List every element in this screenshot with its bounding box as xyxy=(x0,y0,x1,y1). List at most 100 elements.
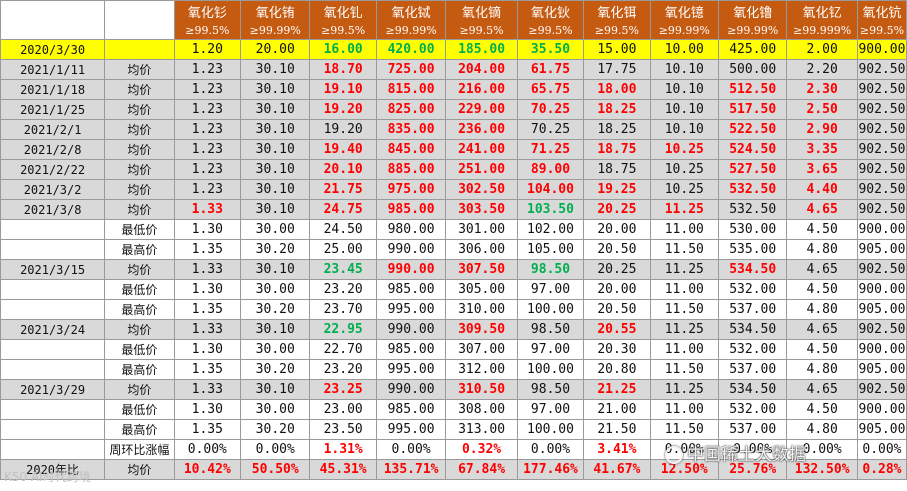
header-blank-cell xyxy=(0,21,106,40)
price-cell: 11.25 xyxy=(649,199,720,220)
table-row: 最低价 1.30 30.00 23.00 985.00 308.00 97.00 21.00 1… xyxy=(0,399,907,420)
price-cell: 2.90 xyxy=(786,119,858,140)
row-date xyxy=(0,299,106,320)
price-cell: 4.80 xyxy=(786,359,858,380)
price-cell: 902.50 xyxy=(856,319,907,340)
price-cell: 4.65 xyxy=(786,259,858,280)
price-cell: 905.00 xyxy=(856,239,907,260)
price-cell: 902.50 xyxy=(856,59,907,80)
price-cell: 3.65 xyxy=(786,159,858,180)
price-cell: 532.00 xyxy=(717,279,788,300)
row-date xyxy=(0,239,106,260)
price-cell: 24.50 xyxy=(309,219,377,240)
price-cell: 18.25 xyxy=(583,119,651,140)
price-cell: 902.50 xyxy=(856,79,907,100)
price-cell: 104.00 xyxy=(516,179,585,200)
row-label: 最高价 xyxy=(104,299,175,320)
price-cell: 23.20 xyxy=(309,279,377,300)
row-date: 2021/1/11 xyxy=(0,59,106,80)
price-cell: 902.50 xyxy=(856,259,907,280)
header-product-name: 氧化钐 xyxy=(173,0,242,21)
price-cell: 4.80 xyxy=(786,419,858,440)
header-purity: ≥99.99% xyxy=(717,21,788,40)
price-cell: 985.00 xyxy=(375,339,447,360)
price-cell: 20.50 xyxy=(583,299,651,320)
price-cell: 204.00 xyxy=(445,59,518,80)
price-cell: 236.00 xyxy=(445,119,518,140)
price-cell: 1.20 xyxy=(173,39,242,60)
header-product-name: 氧化镱 xyxy=(649,0,720,21)
table-row: 2021/2/8 均价 1.23 30.10 19.40 845.00 241.00 71.2… xyxy=(0,139,907,160)
table-row: 2021/2/22 均价 1.23 30.10 20.10 885.00 251.00 89.… xyxy=(0,159,907,180)
price-cell: 1.30 xyxy=(173,399,242,420)
price-cell: 23.00 xyxy=(309,399,377,420)
price-cell: 535.00 xyxy=(717,239,788,260)
price-table: 氧化钐 氧化铕 氧化钆 氧化铽 氧化镝 氧化钬 氧化铒 氧化镱 氧化镥 氧化钇 氧化钪 ≥99.5% ≥… xyxy=(0,0,907,480)
price-cell: 990.00 xyxy=(375,259,447,280)
price-cell: 534.50 xyxy=(717,319,788,340)
price-cell: 17.75 xyxy=(583,59,651,80)
price-cell: 4.80 xyxy=(786,239,858,260)
price-cell: 900.00 xyxy=(856,279,907,300)
header-blank-cell xyxy=(104,21,175,40)
price-cell: 1.23 xyxy=(173,59,242,80)
price-cell: 30.00 xyxy=(240,279,311,300)
price-cell: 0.28% xyxy=(856,459,907,480)
price-cell: 241.00 xyxy=(445,139,518,160)
table-row: 2020/3/30 1.20 20.00 16.00 420.00 185.00 35.50… xyxy=(0,39,907,60)
price-cell: 1.35 xyxy=(173,239,242,260)
price-cell: 20.00 xyxy=(583,279,651,300)
price-cell: 307.00 xyxy=(445,339,518,360)
row-label: 均价 xyxy=(104,179,175,200)
price-cell: 4.50 xyxy=(786,219,858,240)
row-label: 均价 xyxy=(104,259,175,280)
price-cell: 97.00 xyxy=(516,339,585,360)
price-cell: 4.50 xyxy=(786,279,858,300)
price-cell: 3.35 xyxy=(786,139,858,160)
table-row: 最高价 1.35 30.20 23.70 995.00 310.00 100.00 20.50… xyxy=(0,299,907,320)
price-cell: 902.50 xyxy=(856,119,907,140)
price-cell: 102.00 xyxy=(516,219,585,240)
price-cell: 20.30 xyxy=(583,339,651,360)
row-date: 2021/1/25 xyxy=(0,99,106,120)
price-cell: 985.00 xyxy=(375,279,447,300)
price-cell: 18.00 xyxy=(583,79,651,100)
row-date: 2021/3/15 xyxy=(0,259,106,280)
price-cell: 20.10 xyxy=(309,159,377,180)
price-cell: 995.00 xyxy=(375,299,447,320)
price-cell: 25.76% xyxy=(717,459,788,480)
price-cell: 11.50 xyxy=(649,299,720,320)
price-cell: 98.50 xyxy=(516,319,585,340)
header-purity: ≥99.5% xyxy=(173,21,242,40)
price-cell: 532.00 xyxy=(717,399,788,420)
price-cell: 11.00 xyxy=(649,219,720,240)
header-blank-cell xyxy=(104,0,175,21)
price-cell: 21.50 xyxy=(583,419,651,440)
header-product-name: 氧化钆 xyxy=(309,0,377,21)
price-cell: 30.10 xyxy=(240,79,311,100)
price-cell: 19.10 xyxy=(309,79,377,100)
row-label: 均价 xyxy=(104,99,175,120)
price-cell: 902.50 xyxy=(856,99,907,120)
price-cell: 70.25 xyxy=(516,99,585,120)
price-cell: 11.00 xyxy=(649,279,720,300)
price-cell: 71.25 xyxy=(516,139,585,160)
price-cell: 20.00 xyxy=(240,39,311,60)
price-cell: 1.23 xyxy=(173,139,242,160)
row-date: 2021/2/1 xyxy=(0,119,106,140)
price-cell: 420.00 xyxy=(375,39,447,60)
price-cell: 11.25 xyxy=(649,319,720,340)
price-cell: 41.67% xyxy=(583,459,651,480)
price-cell: 21.00 xyxy=(583,399,651,420)
table-row: 2021/2/1 均价 1.23 30.10 19.20 835.00 236.00 70.2… xyxy=(0,119,907,140)
price-cell: 537.00 xyxy=(717,359,788,380)
row-date: 2021/2/8 xyxy=(0,139,106,160)
price-cell: 11.25 xyxy=(649,379,720,400)
row-date: 2021/2/22 xyxy=(0,159,106,180)
row-label: 均价 xyxy=(104,79,175,100)
price-cell: 30.20 xyxy=(240,239,311,260)
price-cell: 19.20 xyxy=(309,99,377,120)
row-date: 2021/3/8 xyxy=(0,199,106,220)
row-label: 均价 xyxy=(104,199,175,220)
price-cell: 4.50 xyxy=(786,399,858,420)
